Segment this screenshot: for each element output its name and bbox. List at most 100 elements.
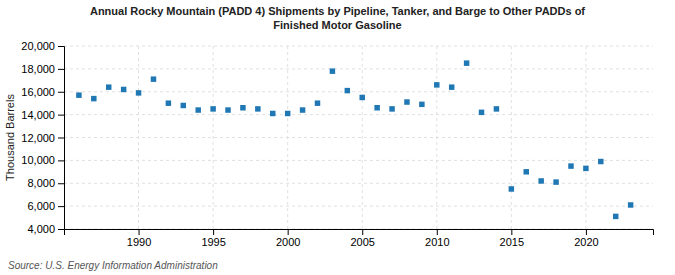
point bbox=[91, 96, 96, 101]
y-tick-mark bbox=[58, 138, 64, 139]
y-tick: 18,000 bbox=[21, 63, 64, 75]
grid-line-y bbox=[64, 114, 653, 115]
x-tick-mark bbox=[586, 229, 587, 235]
point bbox=[345, 88, 350, 93]
x-tick-label: 2020 bbox=[574, 236, 598, 248]
point bbox=[195, 107, 200, 112]
point bbox=[76, 92, 81, 97]
y-tick-mark bbox=[58, 69, 64, 70]
grid-line-y bbox=[64, 183, 653, 184]
y-tick-label: 4,000 bbox=[27, 223, 55, 235]
y-axis: 4,000 6,000 8,000 10,000 12,000 14,000 16,000 1… bbox=[21, 40, 64, 235]
x-tick: 2000 bbox=[276, 229, 300, 248]
x-tick-label: 2000 bbox=[276, 236, 300, 248]
point bbox=[225, 107, 230, 112]
y-tick-mark bbox=[58, 183, 64, 184]
grid-line-y bbox=[64, 91, 653, 92]
point bbox=[255, 106, 260, 111]
x-tick-label: 1990 bbox=[127, 236, 151, 248]
point bbox=[210, 106, 215, 111]
grid-line-y bbox=[64, 46, 653, 47]
x-tick-mark bbox=[288, 229, 289, 235]
y-tick: 12,000 bbox=[21, 132, 64, 144]
point bbox=[494, 106, 499, 111]
point bbox=[613, 214, 618, 219]
grid-line-y bbox=[64, 68, 653, 69]
y-tick: 4,000 bbox=[27, 223, 64, 235]
x-tick-label: 2005 bbox=[350, 236, 374, 248]
point bbox=[330, 68, 335, 73]
point bbox=[419, 102, 424, 107]
y-tick-mark bbox=[58, 92, 64, 93]
grid-line-y bbox=[64, 206, 653, 207]
point bbox=[374, 105, 379, 110]
title: Annual Rocky Mountain (PADD 4) Shipments… bbox=[90, 5, 585, 31]
y-tick-mark bbox=[58, 115, 64, 116]
grid bbox=[64, 46, 653, 229]
x-tick-label: 2015 bbox=[500, 236, 524, 248]
y-tick: 6,000 bbox=[27, 200, 64, 212]
y-tick-label: 8,000 bbox=[27, 177, 55, 189]
title-line: Finished Motor Gasoline bbox=[273, 19, 401, 31]
title-line: Annual Rocky Mountain (PADD 4) Shipments… bbox=[90, 5, 585, 17]
point bbox=[628, 202, 633, 207]
x-tick-mark bbox=[139, 229, 140, 235]
x-tick: 2020 bbox=[574, 229, 598, 248]
point bbox=[315, 100, 320, 105]
point bbox=[583, 166, 588, 171]
point bbox=[285, 111, 290, 116]
y-tick-label: 20,000 bbox=[21, 40, 55, 52]
x-tick-mark bbox=[437, 229, 438, 235]
y-tick-mark bbox=[58, 206, 64, 207]
point bbox=[270, 111, 275, 116]
x-tick-label: 1995 bbox=[201, 236, 225, 248]
grid-line-x bbox=[213, 46, 214, 229]
y-tick: 16,000 bbox=[21, 86, 64, 98]
point bbox=[479, 110, 484, 115]
point bbox=[449, 84, 454, 89]
y-tick: 20,000 bbox=[21, 40, 64, 52]
point bbox=[240, 105, 245, 110]
point bbox=[151, 76, 156, 81]
x-axis-line bbox=[65, 230, 654, 236]
x-tick: 2015 bbox=[500, 229, 524, 248]
point bbox=[509, 186, 514, 191]
y-tick-mark bbox=[58, 160, 64, 161]
point bbox=[524, 169, 529, 174]
source-note: Source: U.S. Energy Information Administ… bbox=[8, 260, 218, 271]
y-axis-line bbox=[58, 47, 65, 230]
y-tick: 8,000 bbox=[27, 177, 64, 189]
point bbox=[404, 99, 409, 104]
y-tick: 10,000 bbox=[21, 154, 64, 166]
plot-area bbox=[76, 60, 633, 219]
y-tick-mark bbox=[58, 46, 64, 47]
point bbox=[389, 106, 394, 111]
grid-line-x bbox=[436, 46, 437, 229]
grid-line-x bbox=[585, 46, 586, 229]
grid-line-x bbox=[362, 46, 363, 229]
point bbox=[300, 107, 305, 112]
grid-line-y bbox=[64, 160, 653, 161]
grid-line-x bbox=[287, 46, 288, 229]
point bbox=[598, 159, 603, 164]
x-tick: 1995 bbox=[201, 229, 225, 248]
point bbox=[359, 95, 364, 100]
x-tick-mark bbox=[362, 229, 363, 235]
y-tick-label: 10,000 bbox=[21, 154, 55, 166]
y-tick-label: 12,000 bbox=[21, 132, 55, 144]
chart-container: 1990 1995 2000 2005 2010 2015 2020 4,000 6,000 8,… bbox=[0, 0, 675, 275]
x-tick-label: 2010 bbox=[425, 236, 449, 248]
x-tick: 1990 bbox=[127, 229, 151, 248]
point bbox=[568, 163, 573, 168]
point bbox=[121, 87, 126, 92]
point bbox=[136, 90, 141, 95]
point bbox=[166, 100, 171, 105]
chart-svg: 1990 1995 2000 2005 2010 2015 2020 4,000 6,000 8,… bbox=[0, 0, 675, 275]
x-tick: 2010 bbox=[425, 229, 449, 248]
point bbox=[553, 179, 558, 184]
y-tick: 14,000 bbox=[21, 109, 64, 121]
grid-line-y bbox=[64, 137, 653, 138]
x-tick: 2005 bbox=[350, 229, 374, 248]
x-tick-mark bbox=[213, 229, 214, 235]
grid-line-x bbox=[138, 46, 139, 229]
